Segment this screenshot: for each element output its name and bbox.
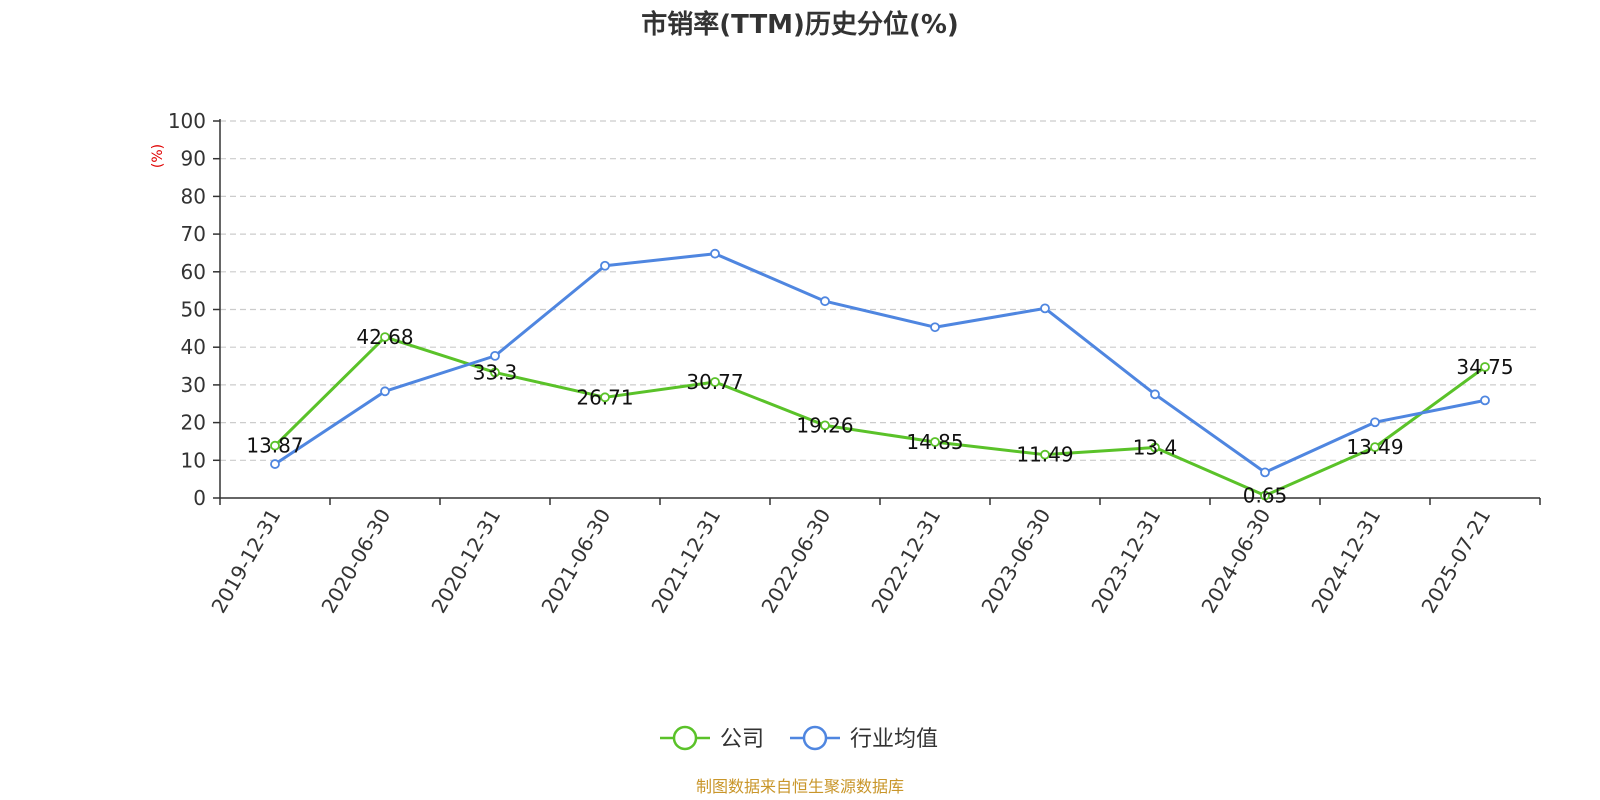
series-line — [273, 335, 1486, 498]
data-point[interactable] — [600, 260, 610, 271]
data-point[interactable] — [490, 350, 500, 361]
data-label: 13.49 — [1346, 435, 1403, 459]
data-point[interactable] — [600, 392, 610, 403]
y-tick-label: 80 — [181, 184, 206, 208]
data-point[interactable] — [1150, 389, 1160, 400]
y-tick-label: 90 — [181, 147, 206, 171]
legend-label: 公司 — [720, 727, 764, 752]
y-tick-label: 40 — [181, 335, 206, 359]
series-line — [274, 252, 1486, 474]
x-tick-label: 2023-12-31 — [1086, 505, 1165, 618]
data-point[interactable] — [270, 440, 280, 451]
data-point[interactable] — [1260, 490, 1270, 501]
data-label: 14.85 — [906, 430, 963, 454]
series-industry-average — [270, 248, 1490, 478]
x-tick-label: 2024-06-30 — [1196, 505, 1275, 618]
legend-label: 行业均值 — [850, 727, 938, 752]
x-tick-label: 2020-06-30 — [316, 505, 395, 618]
data-label: 19.26 — [796, 413, 853, 437]
data-point[interactable] — [710, 248, 720, 259]
series-company — [270, 332, 1490, 501]
x-tick-label: 2022-06-30 — [756, 505, 835, 618]
data-point[interactable] — [820, 296, 830, 307]
legend-item-company[interactable]: 公司 — [660, 725, 764, 752]
data-label: 13.87 — [246, 434, 303, 458]
data-point[interactable] — [1370, 417, 1380, 428]
x-tick-label: 2021-06-30 — [536, 505, 615, 618]
data-point[interactable] — [270, 459, 280, 469]
legend-marker — [672, 725, 698, 751]
data-point[interactable] — [1040, 449, 1050, 460]
data-point[interactable] — [930, 437, 940, 447]
data-label: 0.65 — [1243, 484, 1288, 508]
x-tick-label: 2019-12-31 — [206, 505, 285, 618]
data-point[interactable] — [380, 332, 390, 342]
x-tick-label: 2022-12-31 — [866, 505, 945, 618]
x-tick-label: 2024-12-31 — [1306, 505, 1385, 618]
data-label: 26.71 — [576, 385, 633, 409]
legend[interactable]: 公司 行业均值 — [660, 725, 938, 752]
data-point[interactable] — [1370, 442, 1380, 453]
x-tick-label: 2021-12-31 — [646, 505, 725, 618]
data-label: 11.49 — [1016, 443, 1073, 467]
grid-lines — [220, 120, 1540, 461]
y-tick-label: 50 — [181, 298, 206, 322]
x-tick-label: 2025-07-21 — [1416, 505, 1495, 618]
data-point[interactable] — [1480, 362, 1490, 372]
data-label: 42.68 — [356, 325, 413, 349]
data-point[interactable] — [490, 367, 500, 378]
data-point[interactable] — [1480, 395, 1490, 406]
data-label: 13.4 — [1133, 435, 1178, 459]
y-tick-label: 30 — [181, 373, 206, 397]
legend-marker — [802, 725, 828, 751]
data-point[interactable] — [380, 386, 390, 397]
data-point[interactable] — [1260, 467, 1270, 478]
data-label: 30.77 — [686, 370, 743, 394]
y-tick-label: 70 — [181, 222, 206, 246]
data-point[interactable] — [1040, 303, 1050, 314]
x-tick-label: 2023-06-30 — [976, 505, 1055, 618]
y-tick-label: 10 — [181, 448, 206, 472]
data-point[interactable] — [710, 377, 720, 387]
data-point[interactable] — [930, 322, 940, 333]
data-point[interactable] — [820, 420, 830, 431]
axes: 0 10 20 30 40 50 60 70 80 90 100 2019-12-31 2020-06-… — [168, 109, 1541, 618]
source-note: 制图数据来自恒生聚源数据库 — [696, 777, 904, 796]
y-tick-label: 60 — [181, 260, 206, 284]
series-layer: 13.87 42.68 33.3 26.71 30.77 19.26 14.85 11.49 1… — [246, 248, 1514, 508]
data-label: 33.3 — [473, 360, 518, 384]
legend-item-industry-average[interactable]: 行业均值 — [790, 725, 938, 752]
y-tick-label: 0 — [193, 486, 206, 510]
data-point[interactable] — [1150, 442, 1160, 453]
x-tick-label: 2020-12-31 — [426, 505, 505, 618]
y-axis-unit: (%) — [150, 144, 166, 168]
y-tick-label: 20 — [181, 411, 206, 435]
data-label: 34.75 — [1456, 355, 1513, 379]
y-tick-label: 100 — [168, 109, 206, 133]
chart-title: 市销率(TTM)历史分位(%) — [641, 9, 959, 40]
